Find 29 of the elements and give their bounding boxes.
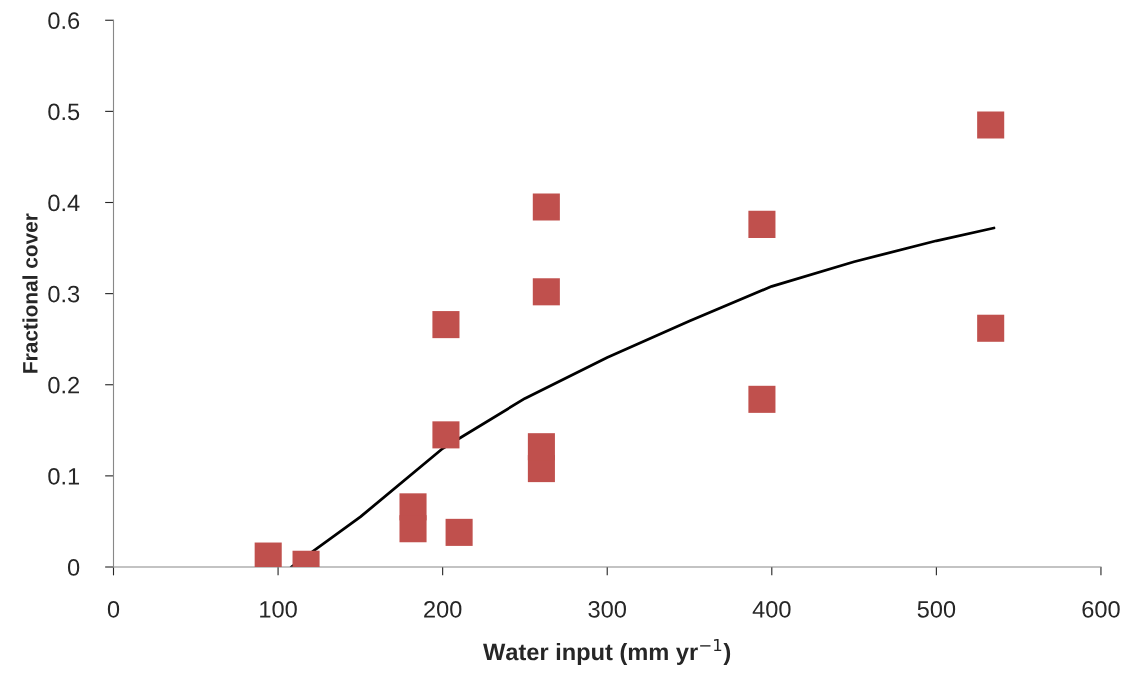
line-series (289, 226, 996, 567)
x-tick-label: 200 (424, 600, 462, 618)
point (532, 193, 560, 221)
point (432, 311, 460, 339)
point (445, 518, 473, 546)
x-tick-label: 300 (588, 600, 626, 618)
point (532, 278, 560, 306)
y-tick-label: 0.2 (48, 376, 79, 394)
point (432, 421, 460, 449)
point (399, 515, 427, 543)
point (977, 314, 1005, 342)
y-tick-label: 0.1 (48, 467, 80, 485)
y-tick-label: 0.5 (48, 103, 80, 121)
point (527, 433, 555, 461)
x-tick-label: 400 (752, 600, 791, 618)
y-axis-title: Fractional cover (22, 213, 38, 373)
y-tick-label: 0 (67, 559, 80, 576)
x-tick-label: 100 (260, 600, 297, 618)
point (748, 385, 776, 413)
x-axis-title: Water input (mm yr$^{−1}$) (483, 639, 731, 665)
point (254, 542, 282, 567)
y-tick-label: 0.4 (48, 194, 80, 212)
point (748, 210, 776, 238)
x-tick-label: 0 (107, 600, 120, 618)
x-tick-label: 500 (917, 600, 956, 618)
x-tick-label: 600 (1082, 600, 1120, 618)
point (977, 111, 1005, 139)
y-tick-label: 0.3 (48, 285, 80, 303)
y-tick-label: 0.6 (48, 12, 80, 30)
